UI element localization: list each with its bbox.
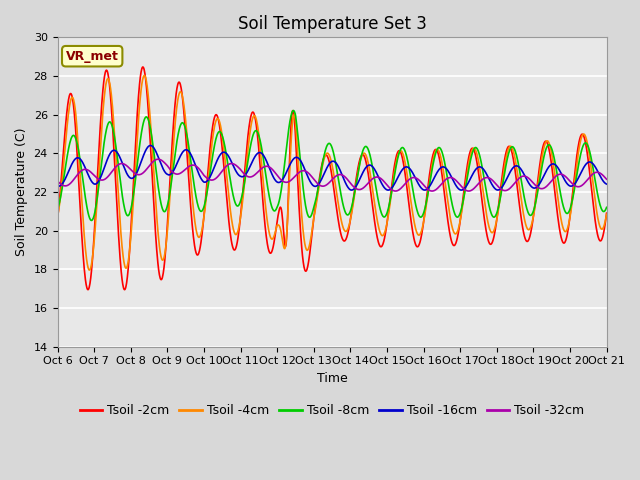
- Tsoil -32cm: [154, 156, 162, 162]
- Tsoil -16cm: [54, 183, 61, 189]
- Tsoil -16cm: [348, 187, 356, 193]
- Tsoil -32cm: [538, 186, 546, 192]
- Tsoil -8cm: [176, 124, 184, 130]
- Line: Tsoil -4cm: Tsoil -4cm: [58, 75, 607, 270]
- Text: VR_met: VR_met: [66, 50, 118, 63]
- Tsoil -16cm: [418, 186, 426, 192]
- Tsoil -2cm: [603, 210, 611, 216]
- Tsoil -4cm: [238, 205, 246, 211]
- Tsoil -2cm: [177, 82, 184, 87]
- Tsoil -2cm: [538, 148, 546, 154]
- Tsoil -2cm: [139, 64, 147, 70]
- Tsoil -8cm: [603, 204, 611, 210]
- Line: Tsoil -16cm: Tsoil -16cm: [58, 145, 607, 190]
- Tsoil -8cm: [237, 195, 245, 201]
- Tsoil -4cm: [490, 228, 497, 234]
- Tsoil -32cm: [237, 168, 245, 174]
- Y-axis label: Soil Temperature (C): Soil Temperature (C): [15, 128, 28, 256]
- Legend: Tsoil -2cm, Tsoil -4cm, Tsoil -8cm, Tsoil -16cm, Tsoil -32cm: Tsoil -2cm, Tsoil -4cm, Tsoil -8cm, Tsoi…: [75, 399, 589, 422]
- Tsoil -8cm: [54, 206, 61, 212]
- Tsoil -2cm: [238, 200, 246, 206]
- Tsoil -4cm: [54, 213, 61, 219]
- Tsoil -4cm: [538, 154, 546, 160]
- Tsoil -32cm: [163, 162, 170, 168]
- Tsoil -4cm: [418, 227, 426, 232]
- Tsoil -16cm: [603, 181, 611, 187]
- Line: Tsoil -32cm: Tsoil -32cm: [58, 159, 607, 191]
- Tsoil -8cm: [289, 108, 297, 113]
- Tsoil -16cm: [237, 174, 245, 180]
- Tsoil -2cm: [418, 230, 426, 236]
- Tsoil -16cm: [176, 154, 184, 160]
- Title: Soil Temperature Set 3: Soil Temperature Set 3: [237, 15, 426, 33]
- Tsoil -2cm: [490, 235, 497, 241]
- Tsoil -4cm: [163, 232, 171, 238]
- Tsoil -8cm: [490, 214, 497, 220]
- Tsoil -8cm: [538, 163, 546, 169]
- Tsoil -8cm: [88, 217, 95, 223]
- Tsoil -4cm: [177, 89, 184, 95]
- Tsoil -16cm: [163, 171, 170, 177]
- Tsoil -4cm: [141, 72, 148, 78]
- Tsoil -32cm: [176, 170, 184, 176]
- Tsoil -32cm: [603, 176, 611, 182]
- Tsoil -8cm: [418, 214, 426, 219]
- Tsoil -4cm: [603, 211, 611, 217]
- Tsoil -16cm: [490, 184, 497, 190]
- Tsoil -32cm: [418, 180, 426, 186]
- Tsoil -8cm: [163, 205, 170, 211]
- Tsoil -16cm: [538, 177, 546, 182]
- Tsoil -2cm: [163, 228, 171, 233]
- Tsoil -32cm: [490, 179, 497, 184]
- Tsoil -16cm: [147, 143, 154, 148]
- Tsoil -2cm: [54, 216, 61, 222]
- Tsoil -32cm: [392, 188, 399, 194]
- X-axis label: Time: Time: [317, 372, 348, 385]
- Line: Tsoil -2cm: Tsoil -2cm: [58, 67, 607, 289]
- Tsoil -32cm: [54, 178, 61, 184]
- Line: Tsoil -8cm: Tsoil -8cm: [58, 110, 607, 220]
- Tsoil -4cm: [86, 267, 93, 273]
- Tsoil -2cm: [84, 287, 92, 292]
